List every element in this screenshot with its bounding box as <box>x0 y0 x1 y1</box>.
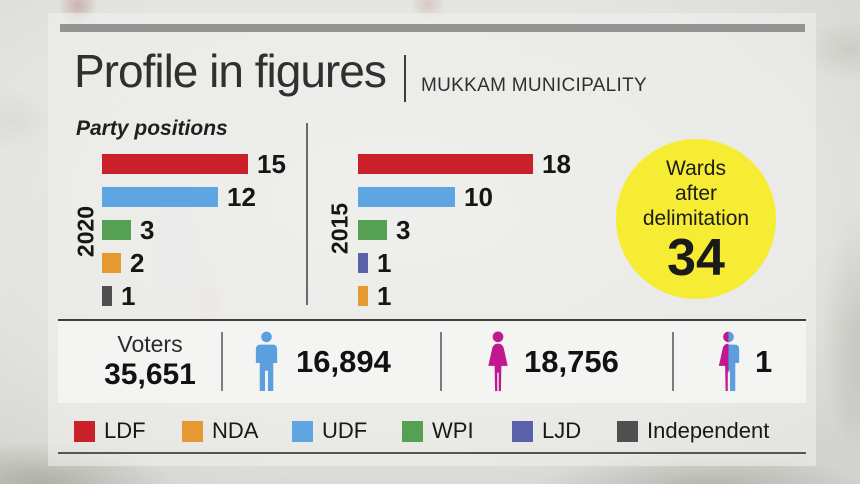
bar-segment <box>358 220 387 240</box>
female-voters-count: 18,756 <box>524 344 619 379</box>
legend-label: UDF <box>322 418 368 443</box>
chart-divider <box>306 123 308 305</box>
legend-item-udf: UDF <box>292 415 367 447</box>
bar-row-ljd: 1 <box>358 248 571 278</box>
legend-label: NDA <box>212 418 259 443</box>
bar-value-label: 1 <box>377 248 392 278</box>
voters-total-block: Voters 35,651 <box>80 331 220 391</box>
male-voters-count: 16,894 <box>296 344 391 379</box>
bar-segment <box>358 286 368 306</box>
legend-swatch <box>402 420 423 442</box>
bar-row-wpi: 3 <box>358 215 571 245</box>
bar-value-label: 3 <box>396 215 411 245</box>
bar-value-label: 18 <box>542 149 571 179</box>
legend: LDF NDA UDF WPI LJD Independent <box>58 415 806 447</box>
bar-chart-2020: 15 12 3 2 1 <box>102 149 286 319</box>
voters-panel: Voters 35,651 16,894 18,756 <box>58 319 806 403</box>
legend-label: WPI <box>432 418 474 443</box>
legend-item-ldf: LDF <box>74 415 146 447</box>
title-separator <box>404 55 406 102</box>
bar-segment <box>102 286 112 306</box>
bar-segment <box>358 154 533 174</box>
bar-row-udf: 12 <box>102 182 286 212</box>
bar-value-label: 15 <box>257 149 286 179</box>
wards-badge: Wards after delimitation 34 <box>616 139 776 299</box>
bar-row-wpi: 3 <box>102 215 286 245</box>
legend-item-ljd: LJD <box>512 415 581 447</box>
bar-row-ldf: 18 <box>358 149 571 179</box>
voters-separator <box>440 332 442 391</box>
bar-value-label: 12 <box>227 182 256 212</box>
bar-value-label: 3 <box>140 215 155 245</box>
year-label-2015: 2015 <box>326 202 353 255</box>
voters-separator <box>221 332 223 391</box>
bar-segment <box>102 154 248 174</box>
voters-total-count: 35,651 <box>104 358 196 391</box>
bar-chart-2015: 18 10 3 1 1 <box>358 149 571 319</box>
third-gender-count: 1 <box>755 344 773 379</box>
female-icon <box>488 331 508 392</box>
bar-row-nda: 2 <box>102 248 286 278</box>
legend-item-nda: NDA <box>182 415 258 447</box>
bar-value-label: 2 <box>130 248 145 278</box>
bar-value-label: 10 <box>464 182 493 212</box>
legend-item-wpi: WPI <box>402 415 474 447</box>
top-rule <box>60 24 805 32</box>
section-label: Party positions <box>76 117 228 140</box>
bar-segment <box>358 187 455 207</box>
legend-item-independent: Independent <box>617 415 769 447</box>
page-title: Profile in figures <box>74 45 387 97</box>
bar-value-label: 1 <box>377 281 392 311</box>
bar-row-udf: 10 <box>358 182 571 212</box>
bar-segment <box>102 253 121 273</box>
legend-swatch <box>512 420 533 442</box>
bar-row-ldf: 15 <box>102 149 286 179</box>
legend-swatch <box>74 420 95 442</box>
legend-label: Independent <box>647 418 770 443</box>
bar-segment <box>358 253 368 273</box>
third-gender-icon <box>718 331 740 392</box>
wards-badge-line: delimitation <box>642 207 750 230</box>
legend-swatch <box>182 420 203 442</box>
legend-label: LJD <box>542 418 582 443</box>
bar-segment <box>102 187 218 207</box>
legend-underline <box>58 452 806 454</box>
bar-row-independent: 1 <box>102 281 286 311</box>
bar-value-label: 1 <box>121 281 136 311</box>
wards-badge-line: Wards <box>666 157 726 180</box>
voters-separator <box>672 332 674 391</box>
bar-row-nda: 1 <box>358 281 571 311</box>
page-subtitle: MUKKAM MUNICIPALITY <box>421 75 647 96</box>
male-icon <box>255 331 278 392</box>
year-label-2020: 2020 <box>72 205 99 258</box>
voters-label: Voters <box>117 331 183 357</box>
bar-segment <box>102 220 131 240</box>
wards-count: 34 <box>667 229 725 287</box>
legend-label: LDF <box>104 418 146 443</box>
legend-swatch <box>617 420 638 442</box>
legend-swatch <box>292 420 313 442</box>
wards-badge-line: after <box>674 182 718 205</box>
